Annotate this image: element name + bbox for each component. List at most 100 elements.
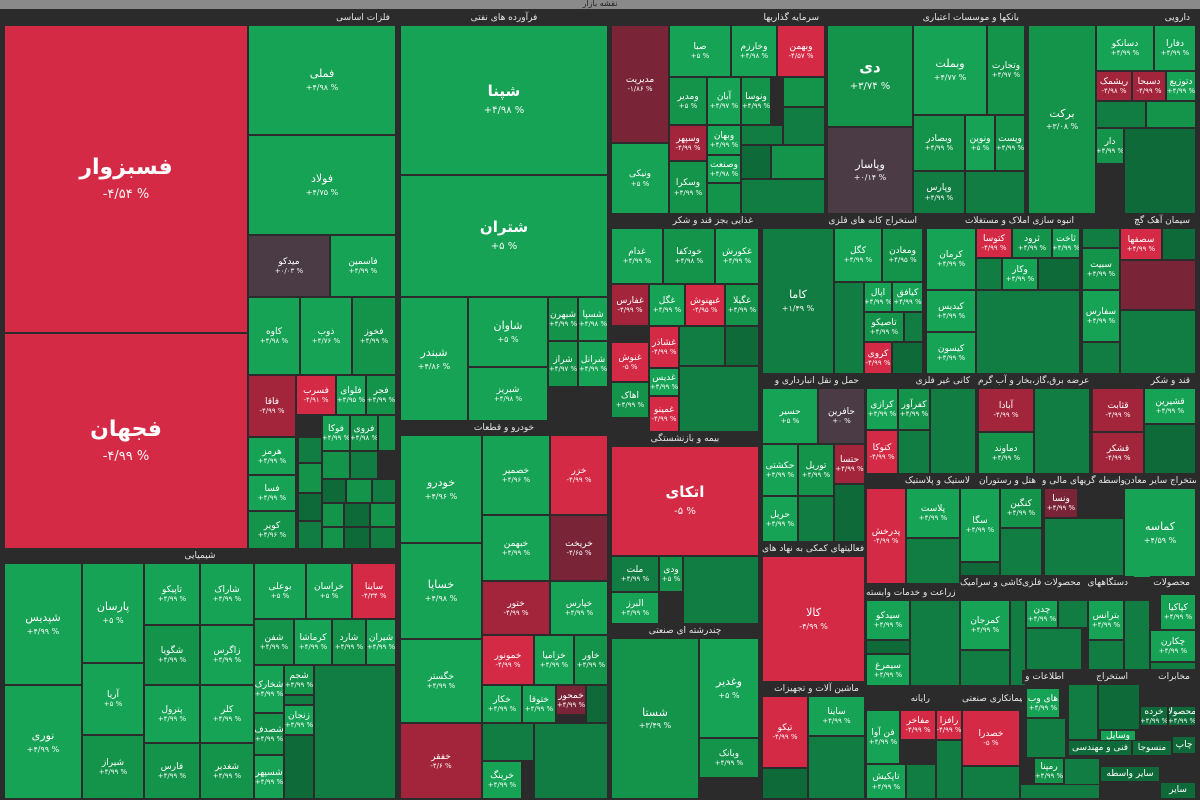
stock-tile[interactable]: حسیر +۵ % <box>762 388 818 444</box>
small-stock-tile[interactable] <box>910 600 960 686</box>
small-stock-tile[interactable] <box>298 463 322 493</box>
stock-tile[interactable]: کویر +۴/۹۶ % <box>248 511 296 549</box>
stock-tile[interactable]: قشکر -۴/۹۹ % <box>1092 432 1144 474</box>
stock-tile[interactable]: غگل +۴/۹۹ % <box>649 284 685 326</box>
stock-tile[interactable]: فولاد +۴/۷۵ % <box>248 135 396 235</box>
stock-tile[interactable]: ومدیر +۵ % <box>669 77 707 125</box>
sector-title[interactable]: حمل و نقل انبارداری و <box>774 376 859 386</box>
stock-tile[interactable]: وبملت +۴/۷۷ % <box>913 25 987 115</box>
stock-tile[interactable]: البرز +۴/۹۹ % <box>611 592 659 624</box>
stock-tile[interactable]: غمینو -۴/۹۹ % <box>649 396 679 432</box>
small-stock-tile[interactable] <box>1044 518 1124 576</box>
stock-tile[interactable]: کتوسا -۴/۹۹ % <box>976 228 1012 258</box>
small-stock-tile[interactable] <box>346 479 372 503</box>
stock-tile[interactable]: غدیس +۴/۹۹ % <box>649 368 679 396</box>
stock-tile[interactable]: دفارا +۴/۹۹ % <box>1154 25 1196 71</box>
stock-tile[interactable]: خپارس +۴/۹۹ % <box>550 581 608 635</box>
sector-title[interactable]: محصولات فلزی <box>1022 576 1080 590</box>
sector-title[interactable]: سرمایه گذاریها <box>763 13 819 23</box>
stock-tile[interactable]: غفارس -۴/۹۹ % <box>611 284 649 326</box>
small-stock-tile[interactable] <box>1124 128 1196 214</box>
stock-tile[interactable]: نوری +۴/۹۹ % <box>4 685 82 799</box>
small-stock-tile[interactable] <box>904 312 923 342</box>
stock-tile[interactable]: دسانکو +۴/۹۹ % <box>1096 25 1154 71</box>
sector-title[interactable]: استخراج کانه های فلزی <box>828 216 917 226</box>
small-stock-tile[interactable] <box>1026 628 1082 670</box>
sector-title[interactable]: دارویی <box>1164 13 1190 23</box>
small-stock-tile[interactable] <box>707 183 741 214</box>
stock-tile[interactable]: کماسه +۴/۵۹ % <box>1124 488 1196 578</box>
stock-tile[interactable]: دار +۴/۹۹ % <box>1096 128 1124 164</box>
stock-tile[interactable]: فسرب -۴/۹۱ % <box>296 375 336 415</box>
stock-tile[interactable]: ریشمک -۴/۹۸ % <box>1096 71 1132 101</box>
stock-tile[interactable]: پارسان +۵ % <box>82 563 144 663</box>
small-stock-tile[interactable] <box>1010 600 1026 686</box>
small-stock-tile[interactable] <box>586 685 608 723</box>
stock-tile[interactable]: غشاذر -۴/۹۹ % <box>649 326 679 368</box>
stock-tile[interactable]: فروی +۴/۹۸ % <box>350 415 378 451</box>
small-stock-tile[interactable] <box>783 107 825 145</box>
stock-tile[interactable]: اپال +۴/۹۹ % <box>864 282 892 312</box>
sector-title[interactable]: انبوه سازی املاک و مستغلات <box>964 216 1074 226</box>
stock-tile[interactable]: سبیت +۴/۹۹ % <box>1082 248 1120 290</box>
stock-tile[interactable]: شبریز +۴/۹۸ % <box>468 367 548 421</box>
stock-tile[interactable]: سفارس +۴/۹۹ % <box>1082 290 1120 342</box>
stock-tile[interactable]: خمحور +۴/۹۹ % <box>556 685 586 715</box>
stock-tile[interactable]: کاما +۱/۴۹ % <box>762 228 834 374</box>
stock-tile[interactable]: کروی -۴/۹۹ % <box>864 342 892 374</box>
stock-tile[interactable]: شراز +۴/۹۷ % <box>548 341 578 387</box>
small-stock-tile[interactable] <box>771 145 825 179</box>
small-stock-tile[interactable] <box>834 282 864 374</box>
stock-tile[interactable]: فارس +۴/۹۹ % <box>144 743 200 799</box>
small-stock-tile[interactable] <box>1058 600 1088 628</box>
stock-tile[interactable]: بوعلی +۵ % <box>254 563 306 619</box>
stock-tile[interactable]: سایر <box>1160 782 1196 799</box>
small-stock-tile[interactable] <box>1146 101 1196 128</box>
small-stock-tile[interactable] <box>1096 101 1146 128</box>
stock-tile[interactable]: خودرو +۴/۹۶ % <box>400 435 482 543</box>
small-stock-tile[interactable] <box>1144 424 1196 474</box>
stock-tile[interactable]: بترانس +۴/۹۹ % <box>1088 600 1124 640</box>
stock-tile[interactable]: کرازی +۴/۹۹ % <box>866 388 898 430</box>
small-stock-tile[interactable] <box>350 451 378 479</box>
stock-tile[interactable]: مدیریت -۱/۸۶ % <box>611 25 669 143</box>
small-stock-tile[interactable] <box>725 326 759 366</box>
stock-tile[interactable]: خودکفا +۴/۹۸ % <box>663 228 715 284</box>
small-stock-tile[interactable] <box>1068 684 1098 740</box>
sector-title[interactable]: غذایی بجز قند و شکر <box>672 216 753 226</box>
small-stock-tile[interactable] <box>679 366 759 432</box>
stock-tile[interactable]: صبا +۵ % <box>669 25 731 77</box>
small-stock-tile[interactable] <box>834 484 865 542</box>
sector-title[interactable]: سیمان آهک گچ <box>1134 216 1190 226</box>
stock-tile[interactable]: فوکا +۴/۹۹ % <box>322 415 350 451</box>
sector-title[interactable]: شیمیایی <box>184 551 216 561</box>
sector-title[interactable]: خودرو و قطعات <box>473 423 535 433</box>
small-stock-tile[interactable] <box>808 736 865 799</box>
sector-title[interactable]: فرآورده های نفتی <box>470 13 538 23</box>
stock-tile[interactable]: کرمان +۴/۹۹ % <box>926 228 976 290</box>
stock-tile[interactable]: فن آوا +۴/۹۹ % <box>866 710 900 764</box>
stock-tile[interactable]: سایر واسطه <box>1100 766 1160 782</box>
stock-tile[interactable]: کیافق +۴/۹۹ % <box>892 282 923 312</box>
stock-tile[interactable]: ومعادن +۴/۹۵ % <box>882 228 923 282</box>
stock-tile[interactable]: ثاخت +۴/۹۹ % <box>1052 228 1080 258</box>
sector-title[interactable]: واسطه گریهای مالی و <box>1042 474 1124 488</box>
small-stock-tile[interactable] <box>344 503 370 527</box>
small-stock-tile[interactable] <box>378 415 396 451</box>
stock-tile[interactable]: ملت +۴/۹۹ % <box>611 556 659 592</box>
stock-tile[interactable]: شبندر +۴/۸۶ % <box>400 297 468 421</box>
sector-title[interactable]: بیمه و بازنشستگی <box>650 434 720 444</box>
stock-tile[interactable]: شپنا +۴/۹۸ % <box>400 25 608 175</box>
stock-tile[interactable]: برکت +۳/۰۸ % <box>1028 25 1096 214</box>
stock-tile[interactable]: پلاست +۴/۹۹ % <box>906 488 960 538</box>
stock-tile[interactable]: خصمیر +۴/۹۶ % <box>482 435 550 515</box>
stock-tile[interactable]: تاپیکو +۴/۹۹ % <box>144 563 200 625</box>
stock-tile[interactable]: فنی و مهندسی <box>1068 740 1132 756</box>
stock-tile[interactable]: وغدیر +۵ % <box>699 638 759 738</box>
stock-tile[interactable]: ساینا -۴/۳۴ % <box>352 563 396 619</box>
stock-tile[interactable]: غکورش +۴/۹۹ % <box>715 228 759 284</box>
small-stock-tile[interactable] <box>298 521 322 549</box>
stock-tile[interactable]: کیسون +۴/۹۹ % <box>926 332 976 374</box>
stock-tile[interactable]: کالا -۴/۹۹ % <box>762 556 865 682</box>
stock-tile[interactable]: غگیلا +۴/۹۹ % <box>725 284 759 326</box>
